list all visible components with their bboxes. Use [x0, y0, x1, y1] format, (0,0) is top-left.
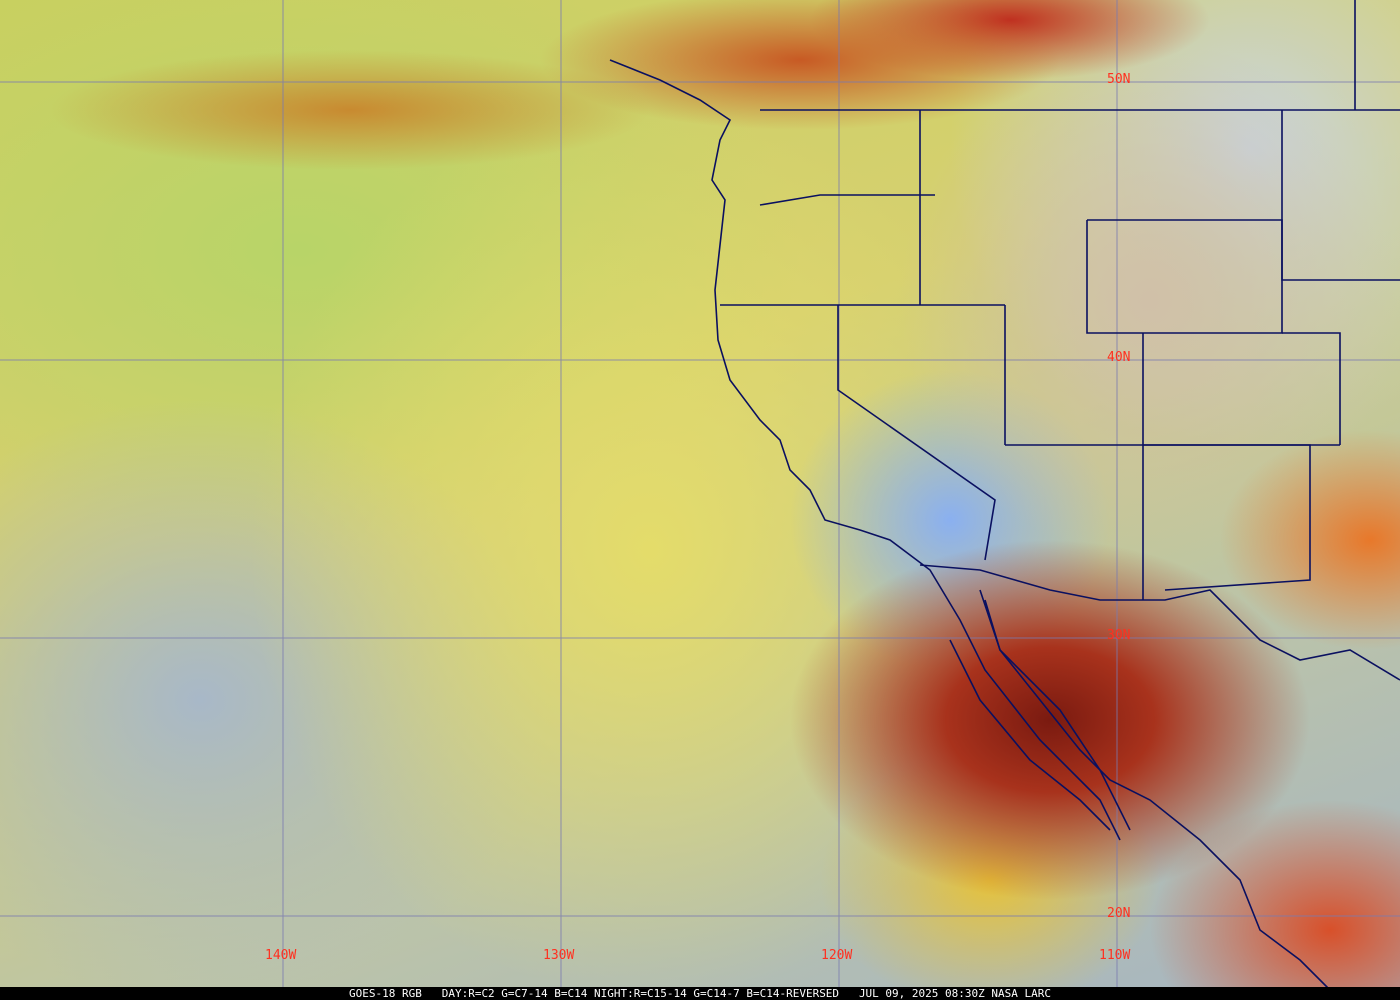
west-coast — [609, 59, 1121, 841]
us-mexico-border — [919, 564, 1400, 681]
lat-label-30n: 30N — [1107, 628, 1131, 643]
lat-label-20n: 20N — [1107, 906, 1131, 921]
ca-nv-border — [837, 305, 996, 561]
ks-border — [1282, 332, 1341, 445]
caption-source: NASA LARC — [991, 987, 1052, 1000]
lon-label-140w: 140W — [265, 948, 297, 963]
nm-border — [1143, 444, 1311, 591]
mt-border — [1281, 110, 1400, 281]
caption-bar: GOES-18 RGB DAY:R=C2 G=C7-14 B=C14 NIGHT… — [0, 987, 1400, 1000]
gulf-coast — [984, 599, 1331, 991]
lon-label-120w: 120W — [821, 948, 853, 963]
caption-recipe: DAY:R=C2 G=C7-14 B=C14 NIGHT:R=C15-14 G=… — [441, 987, 840, 1000]
lon-label-110w: 110W — [1099, 948, 1131, 963]
wa-or-border — [759, 194, 935, 206]
baja-west — [949, 639, 1111, 831]
wy-border — [1086, 219, 1283, 334]
lat-label-40n: 40N — [1107, 350, 1131, 365]
lat-label-50n: 50N — [1107, 72, 1131, 87]
caption-satellite: GOES-18 RGB — [348, 987, 422, 1000]
lon-label-130w: 130W — [543, 948, 575, 963]
caption-datetime: JUL 09, 2025 08:30Z — [858, 987, 985, 1000]
baja-east — [979, 589, 1131, 831]
coastlines-and-borders — [609, 0, 1400, 991]
